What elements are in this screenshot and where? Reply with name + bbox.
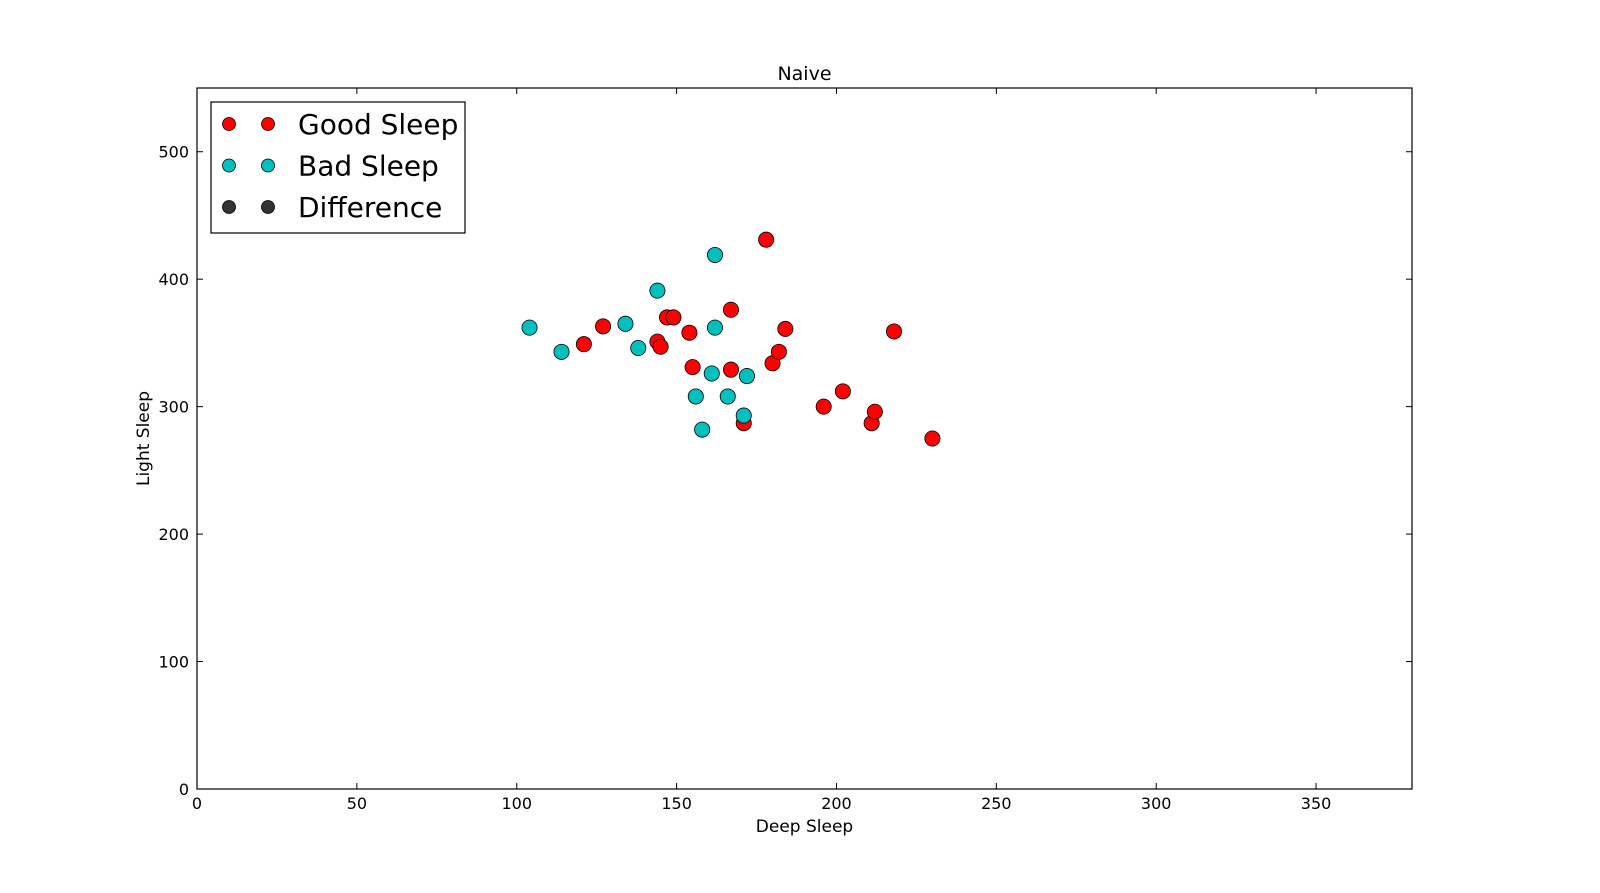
legend-label-good-sleep: Good Sleep [298, 108, 458, 141]
point-good-sleep [886, 323, 903, 340]
point-good-sleep [815, 398, 832, 415]
point-good-sleep [834, 383, 851, 400]
point-good-sleep [684, 359, 701, 376]
point-bad-sleep [649, 282, 666, 299]
x-tick-label: 350 [1301, 794, 1332, 813]
legend-label-difference: Difference [298, 191, 442, 224]
point-bad-sleep [706, 319, 723, 336]
legend-marker-difference [261, 200, 275, 214]
x-tick-label: 100 [501, 794, 532, 813]
x-tick-label: 250 [981, 794, 1012, 813]
points-layer [521, 231, 941, 447]
legend: Good Sleep Bad Sleep Difference [210, 101, 466, 234]
legend-marker-bad-sleep [261, 158, 275, 173]
x-tick-label: 300 [1141, 794, 1172, 813]
point-good-sleep [652, 338, 669, 355]
y-tick-label: 100 [158, 653, 189, 672]
point-bad-sleep [706, 246, 723, 263]
point-bad-sleep [719, 388, 736, 405]
point-good-sleep [575, 336, 592, 353]
y-tick-label: 300 [158, 398, 189, 417]
point-good-sleep [777, 320, 794, 337]
point-bad-sleep [694, 421, 711, 438]
plot-frame [196, 87, 1413, 790]
point-bad-sleep [553, 343, 570, 360]
legend-box [210, 101, 466, 234]
point-good-sleep [758, 231, 775, 248]
y-axis-label: Light Sleep [134, 391, 154, 486]
y-tick-label: 0 [179, 780, 189, 799]
point-bad-sleep [630, 340, 647, 357]
point-bad-sleep [738, 368, 755, 385]
point-good-sleep [924, 430, 941, 447]
legend-marker-bad-sleep [222, 158, 236, 173]
point-bad-sleep [521, 319, 538, 336]
y-tick-label: 200 [158, 525, 189, 544]
legend-marker-good-sleep [261, 117, 275, 131]
point-good-sleep [770, 343, 787, 360]
x-tick-label: 50 [347, 794, 367, 813]
legend-marker-good-sleep [222, 117, 236, 131]
chart-title: Naive [777, 63, 831, 85]
point-bad-sleep [735, 407, 752, 424]
point-good-sleep [665, 309, 682, 326]
point-good-sleep [722, 361, 739, 378]
x-tick-label: 200 [821, 794, 852, 813]
x-tick-label: 0 [192, 794, 202, 813]
point-bad-sleep [617, 315, 634, 332]
point-good-sleep [595, 318, 612, 335]
point-good-sleep [866, 403, 883, 420]
legend-label-bad-sleep: Bad Sleep [298, 150, 439, 183]
x-tick-label: 150 [661, 794, 692, 813]
y-tick-label: 400 [158, 270, 189, 289]
point-bad-sleep [703, 365, 720, 382]
point-good-sleep [681, 324, 698, 341]
point-good-sleep [722, 301, 739, 318]
legend-marker-difference [222, 200, 236, 214]
ticks-layer: 0 50 100 150 200 250 300 350 0 100 200 300 400 500 [158, 88, 1412, 813]
point-bad-sleep [687, 388, 704, 405]
y-tick-label: 500 [158, 143, 189, 162]
x-axis-label: Deep Sleep [756, 817, 853, 837]
